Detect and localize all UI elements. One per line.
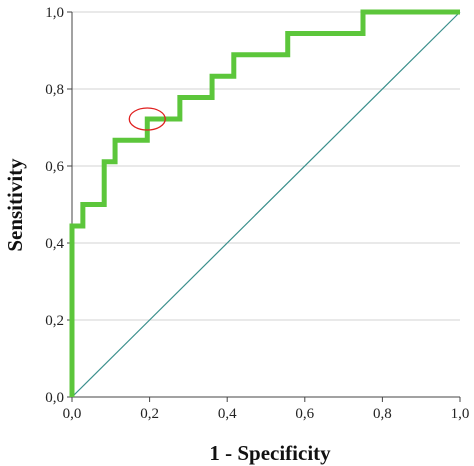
x-tick-label: 0,0	[63, 406, 82, 422]
y-tick-label: 0,8	[45, 82, 64, 98]
annotation-layer	[128, 107, 166, 131]
tick-labels: 0,0 0,2 0,4 0,6 0,8 1,0 0,0 0,2 0,4 0,6 0,8 1,0	[45, 5, 469, 422]
series-layer	[69, 9, 461, 398]
x-tick-label: 0,8	[373, 406, 392, 422]
x-axis-title: 1 - Specificity	[209, 441, 331, 465]
y-tick-label: 0,2	[45, 313, 64, 329]
y-axis-title: Sensitivity	[3, 158, 27, 252]
cutoff-highlight-ellipse	[128, 107, 166, 131]
roc-curve-line	[69, 9, 460, 397]
x-tick-label: 1,0	[451, 406, 470, 422]
x-tick-label: 0,6	[295, 406, 314, 422]
grid-lines	[72, 11, 460, 321]
y-tick-label: 0,6	[45, 159, 64, 175]
x-tick-label: 0,2	[140, 406, 159, 422]
y-tick-label: 0,0	[45, 390, 64, 406]
y-tick-label: 1,0	[45, 5, 64, 21]
reference-diagonal-line	[71, 11, 461, 398]
x-tick-label: 0,4	[218, 406, 237, 422]
y-tick-label: 0,4	[45, 236, 64, 252]
